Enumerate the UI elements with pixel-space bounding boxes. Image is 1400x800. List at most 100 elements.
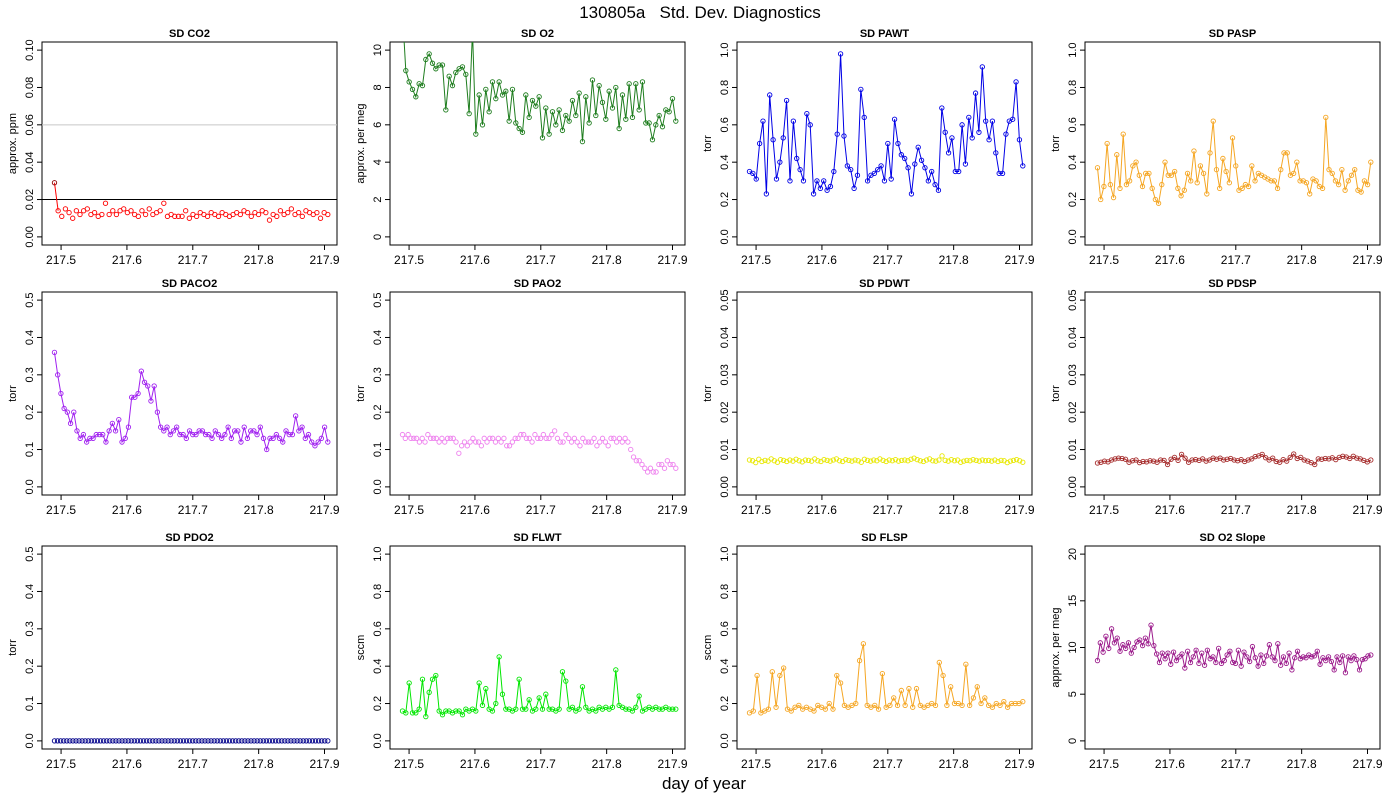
series-5 — [399, 428, 679, 475]
data-point — [1326, 456, 1332, 462]
data-point — [783, 97, 790, 104]
data-point — [490, 435, 496, 441]
data-point — [272, 738, 279, 744]
data-point — [244, 209, 251, 216]
data-point — [788, 708, 794, 714]
data-point — [106, 211, 112, 218]
data-point — [1159, 181, 1165, 188]
data-point — [150, 738, 156, 744]
data-point — [170, 428, 177, 434]
data-point — [1126, 178, 1133, 184]
data-point — [1284, 458, 1290, 464]
data-point — [1362, 656, 1368, 662]
data-point — [583, 94, 589, 100]
x-tick-label: 217.9 — [1352, 503, 1382, 517]
x-tick-label: 217.6 — [112, 503, 142, 517]
y-tick-label: 0.0 — [719, 733, 731, 748]
data-point — [489, 79, 496, 85]
data-point — [875, 166, 881, 173]
data-point — [82, 738, 88, 744]
data-point — [426, 51, 432, 57]
data-point — [925, 178, 931, 184]
data-point — [559, 127, 566, 134]
data-point — [83, 439, 90, 445]
data-point — [787, 178, 793, 184]
data-point — [1271, 178, 1277, 184]
data-point — [781, 457, 787, 464]
x-tick-label: 217.7 — [178, 757, 208, 771]
data-point — [1269, 654, 1275, 660]
series-0 — [51, 180, 331, 223]
y-axis-label: torr — [702, 385, 714, 402]
y-tick-label: 0 — [1067, 738, 1079, 744]
data-point — [453, 69, 459, 76]
data-point — [175, 213, 182, 219]
data-point — [319, 738, 325, 744]
data-point — [128, 738, 134, 744]
y-tick-label: 8 — [372, 84, 384, 90]
data-point — [1300, 654, 1306, 660]
data-point — [208, 738, 214, 744]
data-point — [666, 109, 672, 115]
data-point — [1213, 659, 1219, 666]
x-tick-label: 217.9 — [309, 503, 339, 517]
data-point — [1221, 657, 1227, 664]
data-point — [1114, 152, 1120, 158]
data-point — [509, 439, 516, 445]
data-point — [411, 435, 417, 441]
data-point — [526, 435, 532, 441]
data-point — [774, 459, 781, 465]
data-point — [406, 79, 412, 85]
data-point — [1123, 645, 1129, 652]
data-point — [952, 168, 958, 175]
data-point — [849, 458, 855, 464]
data-point — [888, 176, 894, 182]
data-point — [877, 456, 883, 462]
series-line — [1097, 453, 1372, 466]
data-point — [967, 458, 973, 464]
data-point — [91, 738, 98, 744]
data-point — [860, 641, 867, 647]
y-tick-label: 0.0 — [372, 479, 384, 494]
data-point — [603, 116, 609, 122]
data-point — [125, 738, 131, 744]
data-point — [875, 706, 882, 712]
data-point — [837, 680, 844, 686]
data-point — [784, 458, 790, 465]
data-point — [436, 439, 442, 445]
data-point — [193, 738, 199, 744]
data-point — [630, 454, 637, 460]
data-point — [1220, 155, 1226, 162]
data-point — [1332, 178, 1339, 184]
data-point — [91, 209, 98, 216]
data-point — [824, 187, 830, 193]
data-point — [1229, 135, 1236, 141]
data-point — [518, 431, 524, 438]
data-point — [1173, 657, 1180, 664]
data-point — [1224, 456, 1230, 462]
data-point — [61, 405, 67, 412]
data-point — [439, 435, 445, 441]
data-point — [1106, 645, 1112, 652]
data-point — [496, 79, 502, 85]
data-point — [110, 738, 116, 744]
data-point — [241, 424, 247, 430]
data-point — [771, 458, 777, 464]
plot-frame — [41, 41, 338, 246]
plot-title: SD FLSP — [861, 532, 907, 544]
x-tick-label: 217.9 — [1352, 253, 1382, 267]
data-point — [959, 122, 965, 128]
y-tick-label: 0.8 — [719, 80, 731, 95]
plot-frame — [389, 545, 686, 750]
data-point — [153, 738, 159, 744]
data-point — [1365, 653, 1371, 659]
panel-8: SD PDO2 torr 0.0 0.1 0.2 0.3 0.4 0.5 217.5 217.6 2… — [7, 532, 340, 771]
data-point — [416, 706, 422, 712]
data-point — [1334, 654, 1340, 660]
data-point — [777, 672, 783, 679]
data-point — [226, 738, 233, 744]
data-point — [467, 439, 473, 445]
data-point — [413, 94, 419, 100]
series-line-segment — [53, 182, 59, 211]
data-point — [1294, 159, 1300, 165]
